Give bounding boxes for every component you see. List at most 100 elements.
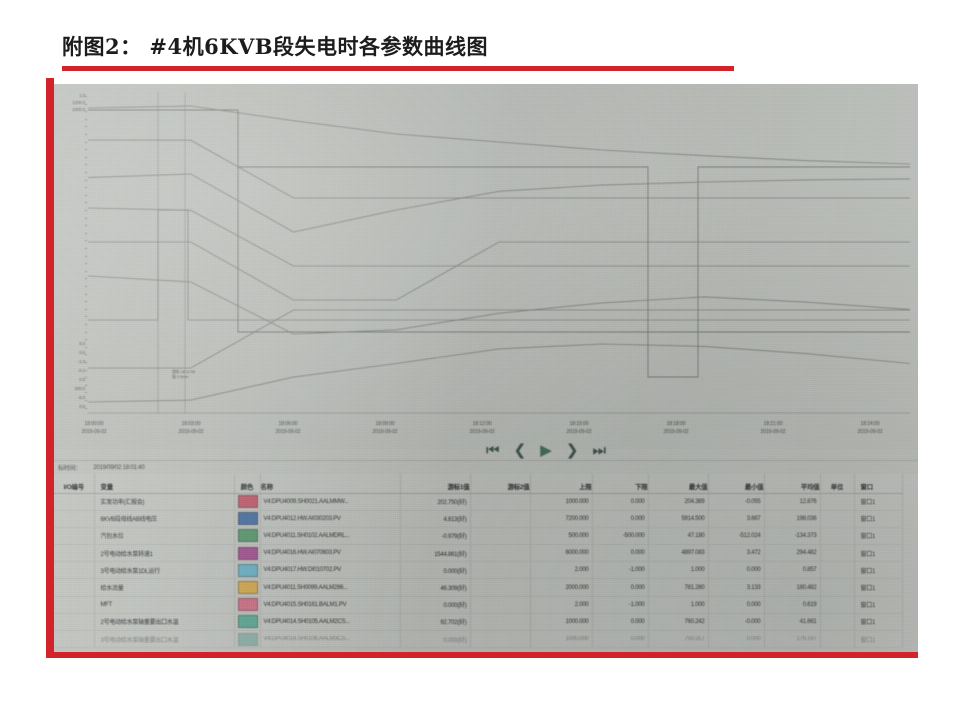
cell-avg-value: 294.482 bbox=[764, 544, 821, 563]
y-tick: -1.0 bbox=[77, 359, 85, 364]
cell-max-value: 1.000 bbox=[648, 596, 709, 614]
y-tick-mark bbox=[85, 369, 87, 371]
x-tick: 18:24:00 2019-09-02 bbox=[857, 421, 883, 436]
cell-max-value: 781.280 bbox=[648, 578, 709, 597]
table-row[interactable]: 2号电动给水泵转速1 V4:DPU4016.HW.AI070603.PV 1544.… bbox=[54, 544, 903, 563]
cursor-note-value: 值 0.5mm bbox=[172, 375, 189, 380]
col-header-io[interactable]: I/O编号 bbox=[54, 474, 95, 494]
cell-lower-limit: 0.000 bbox=[592, 578, 649, 597]
playback-next-icon[interactable]: ❯ bbox=[565, 440, 579, 459]
playback-controls[interactable]: ⏮ ❮ ▶ ❯ ⏭ bbox=[486, 440, 606, 460]
cell-lower-limit: 0.000 bbox=[592, 510, 649, 528]
cell-color bbox=[234, 613, 261, 632]
cell-unit bbox=[820, 493, 855, 511]
series-color-swatch[interactable] bbox=[237, 563, 258, 577]
playback-first-icon[interactable]: ⏮ bbox=[486, 440, 500, 459]
series-color-swatch[interactable] bbox=[237, 581, 258, 595]
cell-max-value: 5914.500 bbox=[648, 510, 709, 528]
cell-avg-value: 176.147 bbox=[764, 630, 821, 649]
cell-window: 窗口1 bbox=[854, 613, 903, 632]
y-tick-mark bbox=[85, 248, 87, 249]
y-tick-mark bbox=[85, 111, 87, 113]
cell-window: 窗口1 bbox=[854, 578, 903, 597]
col-header-desc[interactable]: 变量 bbox=[94, 474, 235, 494]
variables-data-grid[interactable]: I/O编号 变量 颜色 名称 游标1值 游标2值 上限 下限 最大值 最小值 平… bbox=[54, 474, 918, 652]
col-header-upper[interactable]: 上限 bbox=[530, 474, 593, 494]
y-tick-mark bbox=[85, 286, 87, 287]
page-title: 附图2： #4机6KVB段失电时各参数曲线图 bbox=[62, 34, 489, 59]
trend-plot-frame[interactable] bbox=[88, 92, 910, 414]
y-axis-labels: 1.0 1200.0 1000.0 6.0 0.0 -1.0 -0.1 0.0 200.0 -6.… bbox=[56, 92, 87, 414]
x-tick: 18:06:00 2019-09-02 bbox=[275, 421, 301, 436]
playback-play-icon[interactable]: ▶ bbox=[540, 440, 552, 459]
series-color-swatch[interactable] bbox=[237, 495, 258, 509]
cell-description: 实发功率(汇报会) bbox=[94, 493, 235, 511]
cell-tag-name: V4:DPU4015.SH0161.BALM1.PV bbox=[260, 596, 401, 614]
cell-lower-limit: -500.000 bbox=[592, 527, 649, 546]
y-tick-mark bbox=[85, 240, 87, 242]
table-row[interactable]: 3号电动给水泵轴重要出口水温 V4:DPU4014.SH0106.AALM3CS.… bbox=[54, 630, 903, 649]
table-row[interactable]: 实发功率(汇报会) V4:DPU4009.SH0021.AALMMW... 202.… bbox=[54, 493, 903, 511]
series-color-swatch[interactable] bbox=[237, 546, 258, 560]
series-color-swatch[interactable] bbox=[237, 598, 258, 612]
cell-lower-limit: 0.000 bbox=[592, 493, 649, 511]
cell-unit bbox=[820, 578, 855, 597]
x-tick: 18:12:00 2019-09-02 bbox=[469, 421, 495, 436]
cell-unit bbox=[820, 544, 855, 563]
cell-cursor2-value bbox=[470, 527, 531, 546]
y-tick-mark bbox=[85, 194, 87, 196]
y-tick-mark bbox=[85, 103, 87, 105]
y-tick-mark bbox=[85, 308, 87, 310]
trend-plot-svg[interactable] bbox=[88, 92, 910, 414]
table-row[interactable]: 汽包水位 V4:DPU4011.SH0102.AALMDRL... -0.979(好… bbox=[54, 527, 903, 546]
y-tick-mark bbox=[85, 217, 87, 219]
trend-series-line bbox=[88, 139, 910, 199]
trend-chart-area[interactable]: 1.0 1200.0 1000.0 6.0 0.0 -1.0 -0.1 0.0 200.0 -6.… bbox=[54, 84, 918, 457]
cell-cursor1-value: 0.000(好) bbox=[400, 596, 471, 614]
table-row[interactable]: MFT V4:DPU4015.SH0161.BALM1.PV 0.000(好) 2.0… bbox=[54, 596, 903, 614]
col-header-cursor2[interactable]: 游标2值 bbox=[470, 474, 531, 494]
cell-upper-limit: 7200.000 bbox=[530, 510, 593, 528]
col-header-avg[interactable]: 平均值 bbox=[764, 474, 821, 494]
playback-prev-icon[interactable]: ❮ bbox=[513, 440, 527, 459]
cell-window: 窗口1 bbox=[854, 493, 903, 511]
table-row[interactable]: 给水流量 V4:DPU4011.SH0099.AALM286... 46.309(好… bbox=[54, 578, 903, 597]
cell-lower-limit: 0.000 bbox=[592, 630, 649, 649]
y-tick-mark bbox=[85, 179, 87, 181]
playback-last-icon[interactable]: ⏭ bbox=[592, 440, 606, 459]
y-tick-mark bbox=[85, 141, 87, 143]
cell-upper-limit: 2000.000 bbox=[530, 578, 593, 597]
cell-avg-value: 41.661 bbox=[764, 613, 821, 632]
col-header-window[interactable]: 窗口 bbox=[854, 474, 903, 494]
cell-min-value: 3.472 bbox=[708, 544, 765, 563]
trend-series-line bbox=[88, 105, 910, 165]
series-color-swatch[interactable] bbox=[237, 512, 258, 526]
col-header-color[interactable]: 颜色 bbox=[234, 474, 261, 494]
title-block: 附图2： #4机6KVB段失电时各参数曲线图 bbox=[62, 34, 734, 72]
series-color-swatch[interactable] bbox=[237, 615, 258, 629]
col-header-min[interactable]: 最小值 bbox=[708, 474, 765, 494]
col-header-name[interactable]: 名称 bbox=[260, 474, 401, 494]
trend-series-line bbox=[88, 309, 910, 369]
cell-cursor2-value bbox=[470, 630, 531, 649]
trend-screenshot-photo: 1.0 1200.0 1000.0 6.0 0.0 -1.0 -0.1 0.0 200.0 -6.… bbox=[54, 84, 918, 652]
table-row[interactable]: 6KVB段母线AB线电压 V4:DPU4012.HW.AI030203.PV 4.8… bbox=[54, 510, 903, 528]
x-tick: 18:09:00 2019-09-02 bbox=[372, 421, 398, 436]
cell-description: 6KVB段母线AB线电压 bbox=[94, 510, 235, 528]
col-header-max[interactable]: 最大值 bbox=[648, 474, 709, 494]
col-header-cursor1[interactable]: 游标1值 bbox=[400, 474, 471, 494]
bottom-accent-rule bbox=[46, 652, 918, 658]
cell-tag-name: V4:DPU4014.SH0105.AALM2CS... bbox=[260, 613, 401, 632]
series-color-swatch[interactable] bbox=[237, 529, 258, 543]
cell-color bbox=[234, 527, 261, 546]
series-color-swatch[interactable] bbox=[237, 632, 258, 646]
cell-io bbox=[54, 630, 95, 649]
cell-min-value: -0.055 bbox=[708, 493, 765, 511]
table-row[interactable]: 2号电动给水泵轴重要出口水温 V4:DPU4014.SH0105.AALM2CS.… bbox=[54, 613, 903, 632]
col-header-unit[interactable]: 单位 bbox=[820, 474, 855, 494]
table-row[interactable]: 3号电动给水泵1DL运行 V4:DPU4017.HW.DI010702.PV 0.0… bbox=[54, 561, 903, 580]
cell-io bbox=[54, 527, 95, 546]
cell-description: 2号电动给水泵轴重要出口水温 bbox=[94, 613, 235, 632]
table-body: 实发功率(汇报会) V4:DPU4009.SH0021.AALMMW... 202.… bbox=[54, 493, 903, 649]
col-header-lower[interactable]: 下限 bbox=[592, 474, 649, 494]
